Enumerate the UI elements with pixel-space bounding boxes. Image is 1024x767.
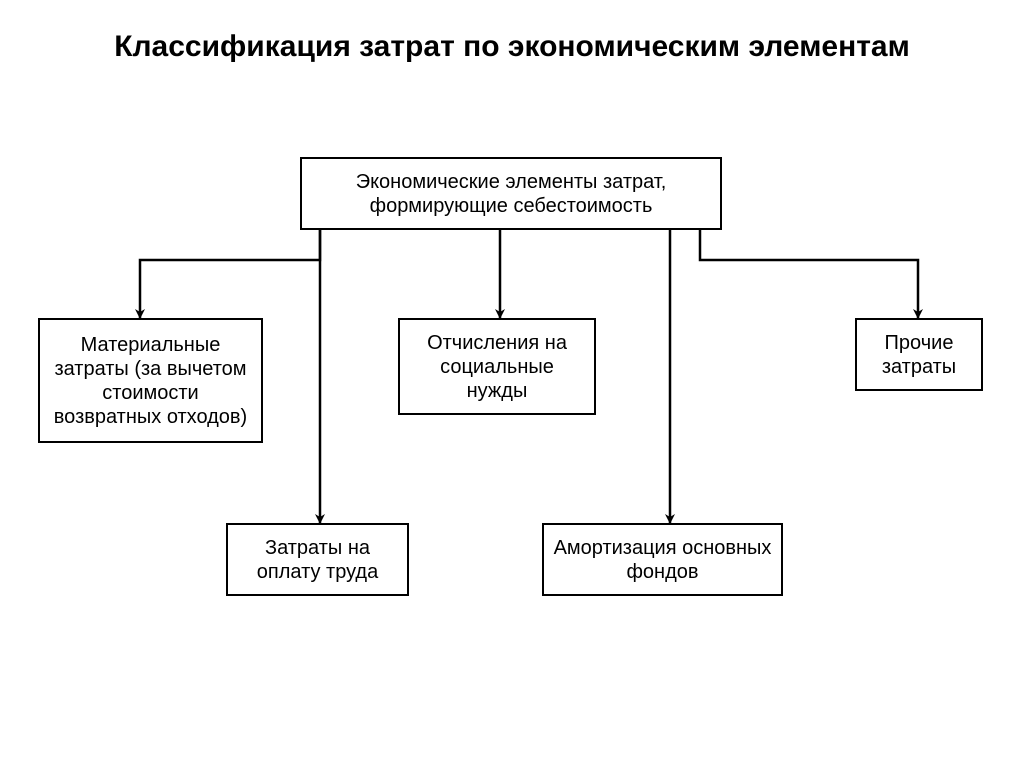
node-other-costs: Прочие затраты	[855, 318, 983, 391]
node-social-contributions: Отчисления на социальные нужды	[398, 318, 596, 415]
node-root: Экономические элементы затрат, формирующ…	[300, 157, 722, 230]
node-material-costs: Материальные затраты (за вычетом стоимос…	[38, 318, 263, 443]
node-labor-costs: Затраты на оплату труда	[226, 523, 409, 596]
node-depreciation: Амортизация основных фондов	[542, 523, 783, 596]
diagram-title: Классификация затрат по экономическим эл…	[0, 28, 1024, 66]
